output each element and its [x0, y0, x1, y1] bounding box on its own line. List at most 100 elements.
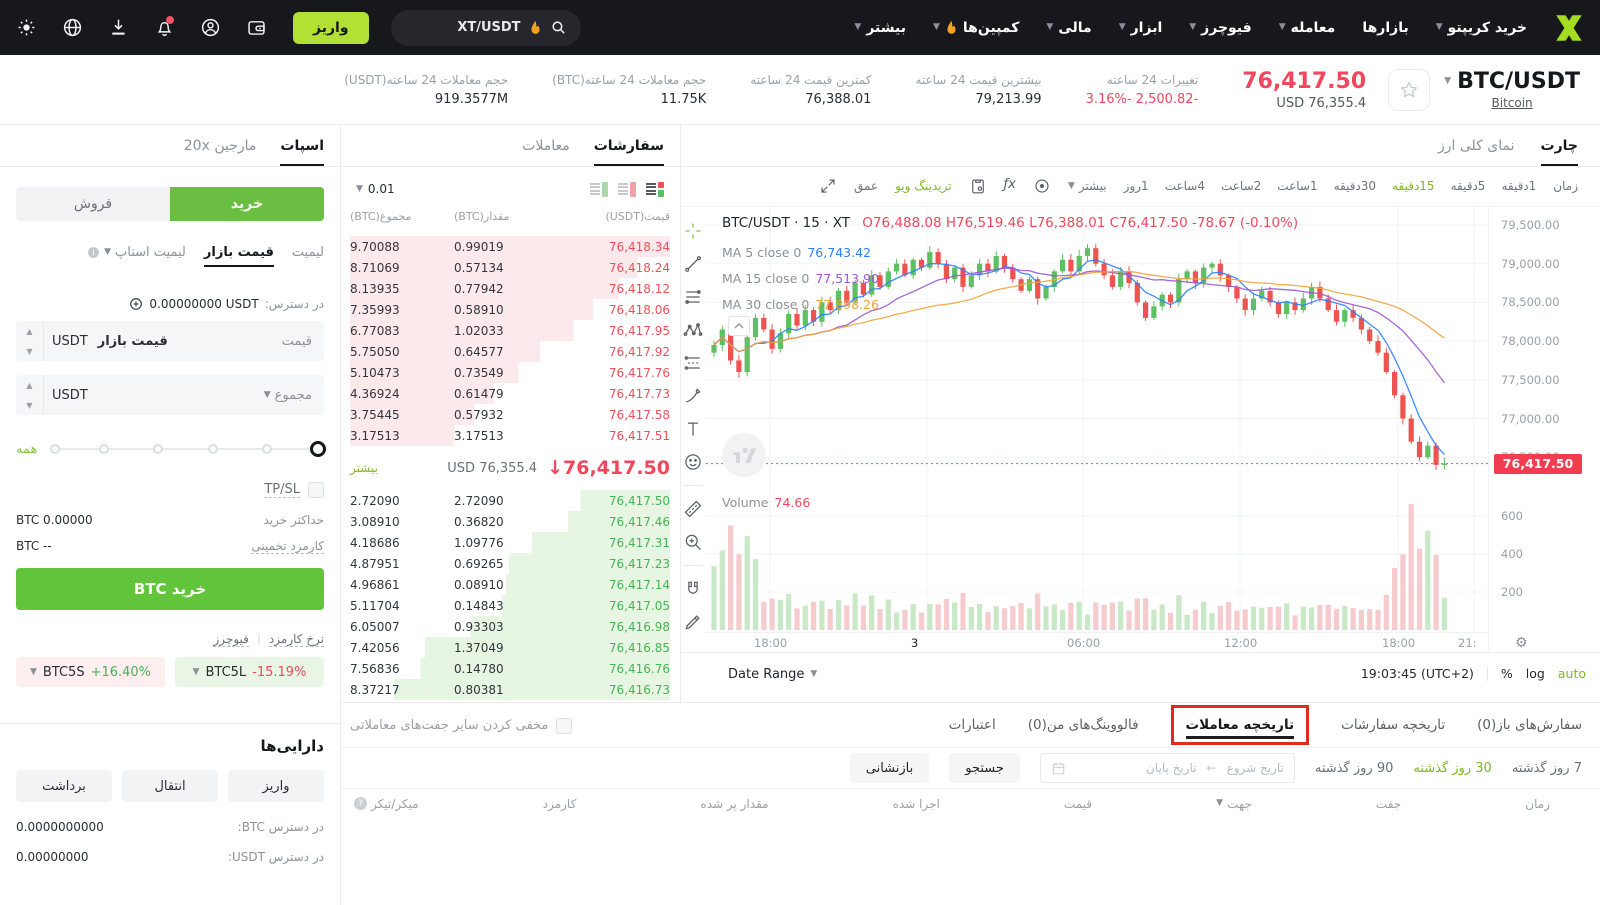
timeframe-8[interactable]: 1روز	[1123, 179, 1149, 193]
orderbook-row[interactable]: 4.87951 0.69265 76,417.23	[350, 553, 670, 574]
nav-item-5[interactable]: ابزار ▼	[1119, 20, 1163, 36]
orderbook-row[interactable]: 6.05007 0.93303 76,416.98	[350, 616, 670, 637]
orderbook-row[interactable]: 4.96861 0.08910 76,417.14	[350, 574, 670, 595]
orderbook-row[interactable]: 2.72090 2.72090 76,417.50	[350, 490, 670, 511]
slider-track[interactable]	[49, 441, 326, 457]
assets-button-1[interactable]: واریز	[228, 770, 324, 802]
assets-button-2[interactable]: انتقال	[122, 770, 218, 802]
range-filter-1[interactable]: 7 روز گذشته	[1511, 760, 1582, 776]
auto-scale-toggle[interactable]: auto	[1557, 666, 1586, 681]
fee-rate-link[interactable]: نرخ کارمزد	[268, 631, 324, 647]
step-up[interactable]: ▲	[26, 380, 33, 390]
date-range-input[interactable]: تاریخ شروع ← تاریخ پایان	[1039, 753, 1295, 783]
nav-item-7[interactable]: کمپین‌ها ▼	[933, 20, 1019, 36]
orderbook-row[interactable]: 5.10473 0.73549 76,417.76	[350, 362, 670, 383]
tab-coin-overview[interactable]: نمای کلی ارز	[1438, 137, 1515, 154]
total-field[interactable]: مجموع ▼ USDT ▲ ▼	[16, 375, 324, 415]
chevron-down-icon[interactable]: ▼	[263, 389, 271, 400]
precision-select[interactable]: ▼ 0.01	[356, 182, 395, 196]
slider-dot[interactable]	[98, 444, 109, 454]
pair-fullname[interactable]: Bitcoin	[1491, 96, 1533, 110]
slider-all-label[interactable]: همه	[16, 441, 38, 457]
order-type-3[interactable]: لیمیت استاپ ▼	[87, 237, 186, 267]
nav-item-3[interactable]: معامله ▼	[1279, 20, 1336, 36]
ruler-icon[interactable]	[683, 499, 703, 519]
order-type-1[interactable]: لیمیت	[292, 237, 324, 267]
price-axis[interactable]: 79,500.00 79,000.00 78,500.00 78,000.00 77,5…	[1488, 207, 1600, 652]
more-link[interactable]: بیشتر	[350, 461, 378, 475]
add-funds-icon[interactable]	[129, 297, 143, 311]
draw-pencil-icon[interactable]	[683, 612, 703, 632]
timeframe-2[interactable]: 5دقیقه	[1450, 179, 1486, 193]
tab-chart[interactable]: چارت	[1540, 125, 1579, 166]
trend-line-icon[interactable]	[683, 254, 703, 274]
timeframe-6[interactable]: 2ساعت	[1220, 179, 1262, 193]
timeframe-4[interactable]: 30دقیقه	[1333, 179, 1377, 193]
history-tab-4[interactable]: فالووینگ‌های من(0)	[1027, 717, 1139, 733]
notification-bell-icon[interactable]	[154, 16, 175, 38]
orderbook-row[interactable]: 4.36924 0.61479 76,417.73	[350, 383, 670, 404]
user-profile-icon[interactable]	[200, 17, 221, 38]
slider-dot[interactable]	[262, 444, 273, 454]
history-tab-1[interactable]: سفارش‌های باز(0)	[1477, 717, 1582, 733]
history-tab-2[interactable]: تاریخچه سفارشات	[1341, 717, 1446, 733]
table-header-3[interactable]: جهت ▼	[1216, 797, 1252, 811]
percent-scale-toggle[interactable]: %	[1500, 666, 1513, 681]
tpsl-checkbox[interactable]	[308, 482, 324, 498]
price-field[interactable]: قیمت قیمت بازار USDT ▲ ▼	[16, 321, 324, 361]
futures-link[interactable]: فیوچرز	[213, 631, 249, 647]
orderbook-row[interactable]: 7.42056 1.37049 76,416.85	[350, 637, 670, 658]
crosshair-icon[interactable]	[683, 221, 703, 241]
book-bids-view-icon[interactable]	[590, 181, 608, 197]
orderbook-row[interactable]: 3.08910 0.36820 76,417.46	[350, 511, 670, 532]
timeframe-7[interactable]: 4ساعت	[1164, 179, 1205, 193]
step-up[interactable]: ▲	[26, 326, 33, 336]
zoom-in-icon[interactable]	[683, 532, 703, 552]
tab-trades[interactable]: معاملات	[522, 137, 570, 154]
orderbook-row[interactable]: 3.75445 0.57932 76,417.58	[350, 404, 670, 425]
orderbook-row[interactable]: 5.75050 0.64577 76,417.92	[350, 341, 670, 362]
orderbook-row[interactable]: 7.56836 0.14780 76,416.76	[350, 658, 670, 679]
timeframe-more[interactable]: بیشتر ▼	[1067, 179, 1107, 193]
globe-language-icon[interactable]	[62, 17, 83, 38]
chart-plot[interactable]: BTC/USDT · 15 · XT O76,488.08 H76,519.46…	[706, 207, 1488, 632]
orderbook-row[interactable]: 8.71069 0.57134 76,418.24	[350, 257, 670, 278]
orderbook-row[interactable]: 9.70088 0.99019 76,418.34	[350, 236, 670, 257]
nav-item-6[interactable]: مالی ▼	[1046, 20, 1091, 36]
range-filter-2[interactable]: 30 روز گذشته	[1413, 760, 1492, 776]
slider-dot[interactable]	[49, 444, 60, 454]
depth-toggle[interactable]: عمق	[853, 179, 879, 193]
collapse-chevron-icon[interactable]	[728, 316, 750, 336]
timeframe-3[interactable]: 15دقیقه	[1392, 179, 1435, 193]
nav-item-2[interactable]: بازارها	[1362, 20, 1408, 36]
assets-button-3[interactable]: برداشت	[16, 770, 112, 802]
chart-clock[interactable]: 19:03:45 (UTC+2)	[1360, 666, 1474, 681]
history-tab-3[interactable]: تاریخچه معاملات	[1185, 717, 1295, 733]
theme-sun-icon[interactable]	[16, 17, 37, 38]
download-app-icon[interactable]	[108, 17, 129, 38]
book-combined-view-icon[interactable]	[646, 181, 664, 197]
nav-item-4[interactable]: فیوچرز ▼	[1189, 20, 1251, 36]
sell-toggle[interactable]: فروش	[73, 196, 113, 212]
tradingview-toggle[interactable]: تریدینگ ویو	[895, 179, 952, 193]
etf-pill-BTC5L[interactable]: ▼ BTC5L -15.19%	[175, 657, 324, 687]
slider-dot[interactable]	[207, 444, 218, 454]
tab-orderbook[interactable]: سفارشات	[593, 125, 665, 166]
step-down[interactable]: ▼	[26, 346, 33, 356]
time-axis[interactable]: 18:00 3 06:00 12:00 18:00 21:	[706, 632, 1488, 652]
hide-other-pairs-checkbox[interactable]	[556, 717, 573, 734]
timeframe-5[interactable]: 1ساعت	[1277, 179, 1318, 193]
tab-margin[interactable]: مارجین 20x	[183, 137, 257, 154]
orderbook-row[interactable]: 3.17513 3.17513 76,417.51	[350, 425, 670, 446]
indicator-icon[interactable]	[1033, 177, 1051, 195]
wallet-icon[interactable]	[246, 17, 267, 38]
emoji-icon[interactable]	[683, 452, 703, 472]
orderbook-row[interactable]: 5.11704 0.14843 76,417.05	[350, 595, 670, 616]
date-range-button[interactable]: Date Range ▼	[728, 667, 818, 682]
parallel-lines-icon[interactable]	[683, 287, 703, 307]
etf-pill-BTC5S[interactable]: ▼ BTC5S +16.40%	[16, 657, 165, 687]
orderbook-row[interactable]: 4.18686 1.09776 76,417.31	[350, 532, 670, 553]
log-scale-toggle[interactable]: log	[1525, 666, 1545, 681]
range-filter-3[interactable]: 90 روز گذشته	[1314, 760, 1394, 776]
nav-item-8[interactable]: بیشتر ▼	[854, 20, 906, 36]
